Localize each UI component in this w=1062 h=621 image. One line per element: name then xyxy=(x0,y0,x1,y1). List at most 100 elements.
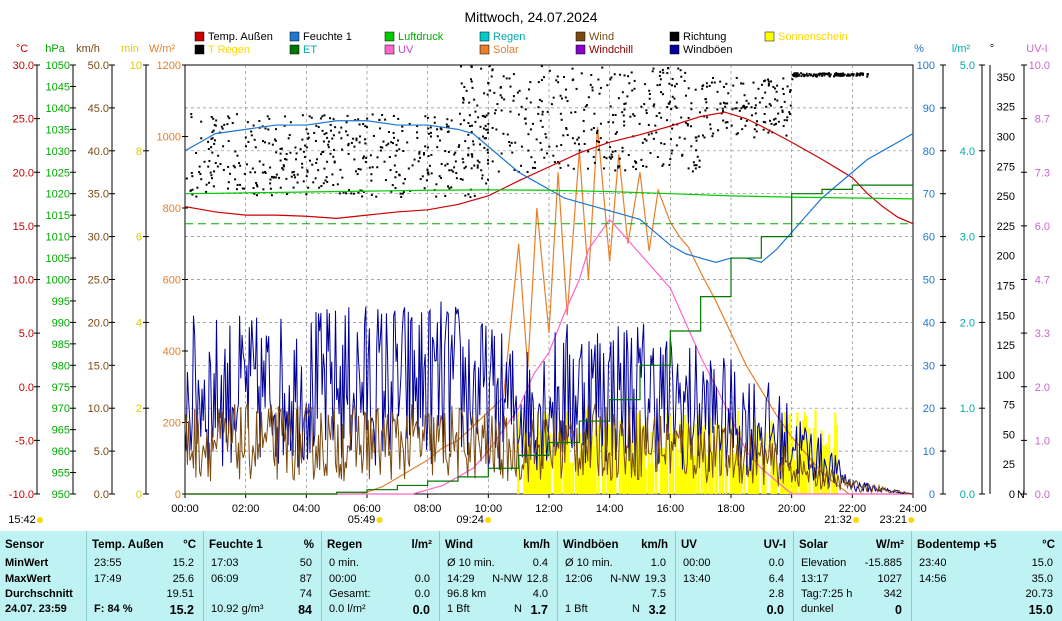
point-richtung xyxy=(837,74,840,77)
point-richtung xyxy=(332,118,335,121)
point-richtung xyxy=(427,127,430,130)
point-richtung xyxy=(353,145,356,148)
point-richtung xyxy=(392,142,395,145)
x-tick-label: 12:00 xyxy=(535,503,563,515)
cell-direction: N-NW xyxy=(610,573,640,585)
point-richtung xyxy=(773,123,776,126)
point-richtung xyxy=(369,154,372,157)
point-richtung xyxy=(320,153,323,156)
point-richtung xyxy=(666,119,669,122)
point-richtung xyxy=(553,161,556,164)
point-richtung xyxy=(471,153,474,156)
axis-tick-label-temp: 15.0 xyxy=(13,221,34,233)
section-unit: °C xyxy=(183,539,196,551)
point-richtung xyxy=(531,122,534,125)
point-richtung xyxy=(540,100,543,103)
bar-sonnenschein xyxy=(674,429,678,494)
point-richtung xyxy=(491,68,494,71)
point-richtung xyxy=(721,107,724,110)
point-richtung xyxy=(610,76,613,79)
point-richtung xyxy=(661,93,664,96)
point-richtung xyxy=(575,87,578,90)
point-richtung xyxy=(635,168,638,171)
point-richtung xyxy=(527,88,530,91)
point-richtung xyxy=(774,117,777,120)
point-richtung xyxy=(836,73,839,76)
bar-sonnenschein xyxy=(632,450,635,494)
bar-sonnenschein xyxy=(679,420,682,494)
point-richtung xyxy=(364,142,367,145)
point-richtung xyxy=(540,79,543,82)
point-richtung xyxy=(828,72,831,75)
point-richtung xyxy=(447,130,450,133)
point-richtung xyxy=(583,108,586,111)
bar-sonnenschein xyxy=(815,449,819,494)
point-richtung xyxy=(244,136,247,139)
point-richtung xyxy=(424,145,427,148)
point-richtung xyxy=(667,102,670,105)
point-richtung xyxy=(462,161,465,164)
point-richtung xyxy=(211,131,214,134)
point-richtung xyxy=(480,67,483,70)
point-richtung xyxy=(770,122,773,125)
point-richtung xyxy=(227,115,230,118)
bar-sonnenschein xyxy=(621,420,624,494)
legend-label: Windchill xyxy=(589,44,633,56)
point-richtung xyxy=(395,143,398,146)
point-richtung xyxy=(862,73,865,76)
point-richtung xyxy=(467,193,470,196)
point-richtung xyxy=(200,137,203,140)
axis-tick-label-solar: 1000 xyxy=(157,132,181,144)
point-richtung xyxy=(703,136,706,139)
point-richtung xyxy=(213,139,216,142)
point-richtung xyxy=(375,195,378,198)
point-richtung xyxy=(294,146,297,149)
point-richtung xyxy=(523,117,526,120)
point-richtung xyxy=(308,115,311,118)
point-richtung xyxy=(378,118,381,121)
point-richtung xyxy=(382,140,385,143)
cell-label: 17:03 xyxy=(211,557,239,569)
point-richtung xyxy=(562,134,565,137)
point-richtung xyxy=(463,119,466,122)
point-richtung xyxy=(364,160,367,163)
point-richtung xyxy=(511,151,514,154)
point-richtung xyxy=(269,166,272,169)
axis-unit-left: hPa xyxy=(45,43,65,55)
point-richtung xyxy=(448,187,451,190)
point-richtung xyxy=(480,169,483,172)
point-richtung xyxy=(478,161,481,164)
point-richtung xyxy=(322,182,325,185)
point-richtung xyxy=(722,101,725,104)
point-richtung xyxy=(226,123,229,126)
axis-tick-label-humidity: 20 xyxy=(923,403,935,415)
point-richtung xyxy=(326,160,329,163)
point-richtung xyxy=(346,114,349,117)
point-richtung xyxy=(840,73,843,76)
point-richtung xyxy=(368,166,371,169)
point-richtung xyxy=(486,148,489,151)
point-richtung xyxy=(429,135,432,138)
point-richtung xyxy=(560,97,563,100)
point-richtung xyxy=(332,183,335,186)
point-richtung xyxy=(210,137,213,140)
cell-value: 12.8 xyxy=(526,573,548,585)
point-richtung xyxy=(599,137,602,140)
point-richtung xyxy=(256,185,259,188)
bar-sonnenschein xyxy=(709,417,712,494)
chart-title: Mittwoch, 24.07.2024 xyxy=(464,9,597,25)
cell-label: 1 Bft xyxy=(447,603,470,615)
series-windboeen xyxy=(184,301,914,495)
point-richtung xyxy=(438,175,441,178)
point-richtung xyxy=(541,113,544,116)
point-richtung xyxy=(785,134,788,137)
point-richtung xyxy=(631,89,634,92)
point-richtung xyxy=(271,175,274,178)
axis-tick-label-pressure: 950 xyxy=(52,489,70,501)
point-richtung xyxy=(815,73,818,76)
legend-swatch xyxy=(575,44,586,55)
point-richtung xyxy=(467,122,470,125)
bar-sonnenschein xyxy=(825,443,828,494)
point-richtung xyxy=(609,105,612,108)
axis-tick-label-temp: 30.0 xyxy=(13,60,34,72)
